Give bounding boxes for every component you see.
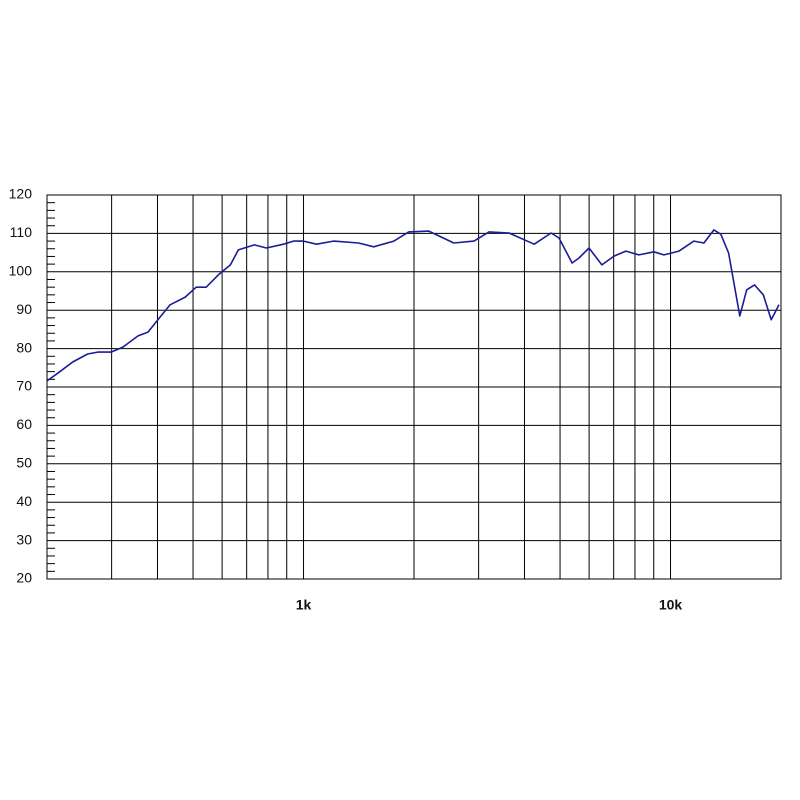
y-tick-label: 60: [16, 416, 32, 432]
y-tick-label: 70: [16, 378, 32, 394]
y-tick-label: 100: [9, 263, 33, 279]
x-tick-label: 1k: [296, 597, 312, 613]
y-tick-label: 90: [16, 301, 32, 317]
plot-frame: [46, 194, 782, 580]
response-line: [46, 229, 780, 382]
x-tick-label: 10k: [659, 597, 683, 613]
y-tick-label: 50: [16, 455, 32, 471]
y-tick-label: 110: [10, 224, 33, 240]
y-tick-label: 40: [16, 493, 32, 509]
y-tick-label: 120: [9, 186, 33, 202]
y-tick-label: 80: [16, 339, 32, 355]
y-tick-label: 20: [16, 570, 32, 586]
y-tick-label: 30: [16, 531, 32, 547]
